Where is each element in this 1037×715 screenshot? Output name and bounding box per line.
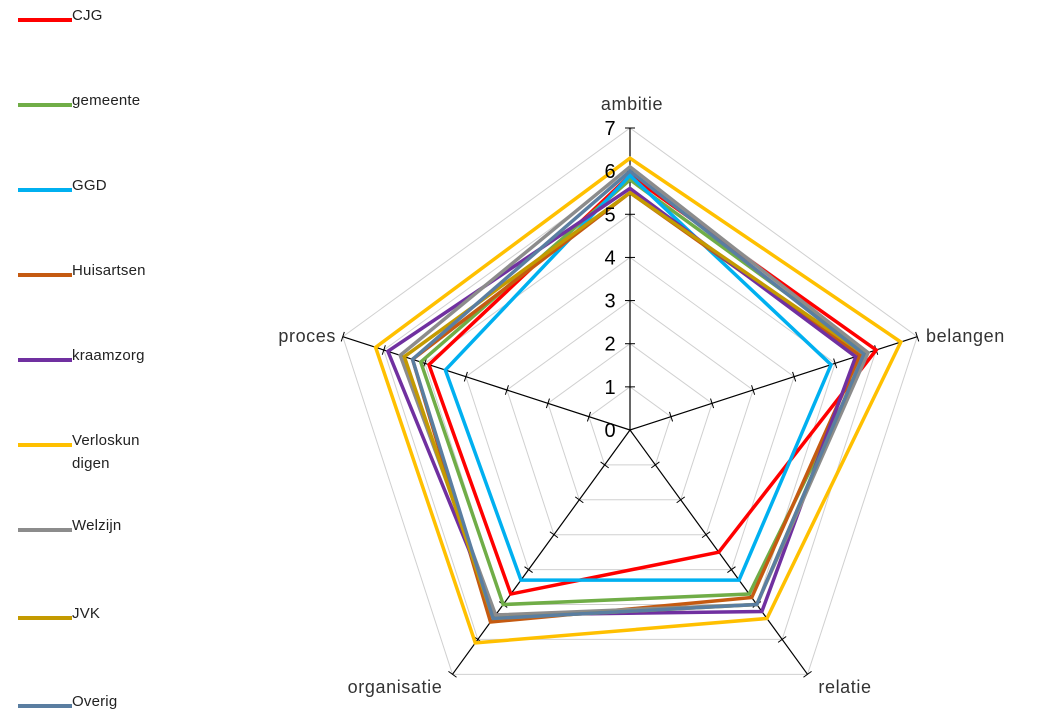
series-ggd (443, 172, 834, 582)
axis-tick (915, 331, 920, 342)
legend-swatch (18, 704, 72, 708)
axis-tick (600, 461, 609, 469)
tick-label: 4 (604, 247, 615, 269)
tick-label: 3 (604, 291, 615, 313)
tick-label: 2 (604, 334, 615, 356)
radar-axes (340, 127, 920, 678)
axis-tick (727, 566, 736, 573)
legend-label: Verloskundigen (72, 432, 140, 472)
series-huisartsen (410, 190, 862, 624)
legend-label: gemeente (72, 92, 141, 109)
axis-tick (574, 496, 584, 504)
axis-label-relatie: relatie (818, 677, 871, 697)
axis-tick (710, 398, 715, 409)
axis-tick (381, 345, 386, 355)
grid-ring (588, 386, 672, 466)
axis-tick (549, 531, 559, 539)
legend-label: Huisartsen (72, 262, 146, 279)
legend-swatch (18, 188, 72, 192)
tick-label: 6 (604, 161, 615, 183)
radar-series (373, 156, 904, 645)
axis-tick (777, 636, 787, 643)
legend-item-kraamzorg: kraamzorg (18, 344, 182, 367)
legend-swatch (18, 18, 72, 22)
legend-label: CJG (72, 7, 103, 24)
legend-item-cjg: CJG (18, 4, 182, 27)
axis-tick (545, 398, 550, 409)
legend-swatch (18, 616, 72, 620)
series-gemeente (418, 177, 871, 607)
axis-tick (586, 411, 591, 422)
axis-tick (463, 371, 468, 382)
legend-label: JVK (72, 605, 101, 622)
grid-ring (506, 299, 754, 536)
legend-item-huisartsen: Huisartsen (18, 259, 182, 282)
axis-tick (340, 331, 345, 342)
legend-label: GGD (72, 177, 107, 194)
series-verloskundigen (373, 156, 904, 645)
series-overig (410, 168, 867, 621)
axis-label-ambitie: ambitie (601, 94, 663, 114)
grid-ring (547, 343, 713, 501)
axis-tick (504, 385, 509, 395)
axis-labels: ambitie belangen relatie organisatie proces (278, 94, 1005, 697)
axis-tick (701, 531, 711, 539)
axis-tick (669, 411, 674, 422)
legend-item-verloskundigen: Verloskundigen (18, 429, 147, 475)
legend-label: Welzijn (72, 517, 122, 534)
radial-tick-labels: 0 1 2 3 4 5 6 7 (604, 118, 615, 442)
axis-tick (448, 670, 457, 678)
tick-label: 7 (604, 118, 615, 140)
series-kraamzorg (385, 186, 858, 617)
legend-item-overig: Overig (18, 690, 182, 713)
axis-tick (676, 496, 686, 504)
tick-label: 0 (604, 420, 615, 442)
axis-tick (792, 371, 797, 382)
legend-swatch (18, 443, 72, 447)
series-cjg (426, 173, 879, 597)
legend-item-ggd: GGD (18, 174, 182, 197)
legend-label: Overig (72, 693, 118, 710)
axis-tick (524, 566, 533, 573)
axis-label-organisatie: organisatie (348, 677, 443, 697)
axis-tick (651, 461, 660, 469)
axis-line (452, 429, 631, 675)
axis-tick (751, 385, 756, 395)
axis-tick (833, 358, 838, 369)
axis-label-proces: proces (278, 326, 336, 346)
axis-label-belangen: belangen (926, 326, 1005, 346)
legend-swatch (18, 103, 72, 107)
legend-swatch (18, 528, 72, 532)
legend-item-welzijn: Welzijn (18, 514, 182, 537)
legend-swatch (18, 358, 72, 362)
legend-item-jvk: JVK (18, 602, 182, 625)
tick-label: 1 (604, 377, 615, 399)
axis-line (342, 336, 631, 431)
grid-ring (342, 127, 918, 675)
tick-label: 5 (604, 204, 615, 226)
legend-label: kraamzorg (72, 347, 145, 364)
axis-tick (803, 670, 812, 678)
legend-item-gemeente: gemeente (18, 89, 182, 112)
legend-swatch (18, 273, 72, 277)
